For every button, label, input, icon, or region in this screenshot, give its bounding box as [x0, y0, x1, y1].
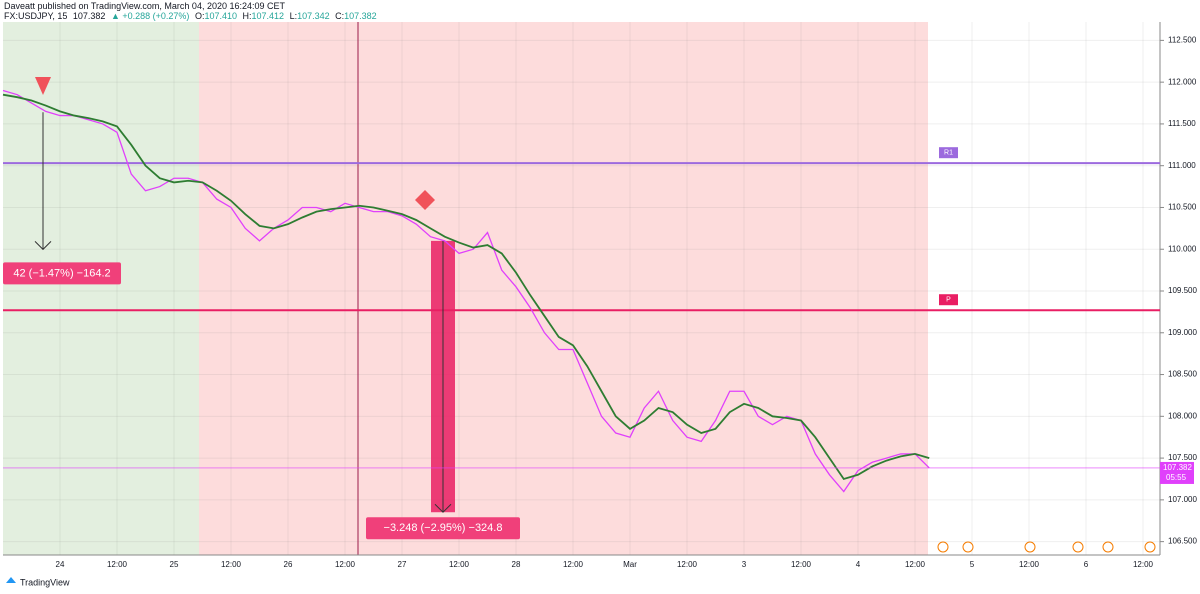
x-tick-label: 12:00 [791, 560, 812, 569]
x-tick-label: 25 [170, 560, 179, 569]
event-icons [937, 541, 1156, 553]
measure-label: −3.248 (−2.95%) −324.8 [384, 522, 503, 534]
signal-marker [415, 190, 435, 210]
logo [6, 577, 16, 583]
publisher: Daveatt published on TradingView.com, Ma… [4, 1, 286, 11]
measure-label: 42 (−1.47%) −164.2 [13, 267, 110, 279]
x-tick-label: 27 [398, 560, 407, 569]
y-tick-label: 107.000 [1168, 495, 1197, 504]
x-tick-label: 12:00 [563, 560, 584, 569]
last-price-badge [1160, 461, 1194, 484]
footer: TradingView [20, 577, 70, 587]
price-line [2, 93, 930, 481]
x-tick-label: 12:00 [107, 560, 128, 569]
x-tick-label: 6 [1084, 560, 1089, 569]
y-tick-label: 108.000 [1168, 411, 1197, 420]
last-price-label: 107.382 [1163, 463, 1192, 472]
close: 107.382 [344, 11, 377, 21]
x-tick-label: 5 [970, 560, 975, 569]
y-tick-label: 112.500 [1168, 35, 1197, 44]
x-tick-label: 12:00 [677, 560, 698, 569]
measure-label-bg [366, 517, 520, 540]
level-label: P [946, 297, 951, 304]
l-label: L: [289, 11, 298, 21]
price: 107.382 [72, 11, 106, 21]
y-tick-label: 110.000 [1168, 244, 1197, 253]
level-badge [939, 294, 958, 306]
y-tick-label: 112.000 [1168, 77, 1197, 86]
open: 107.410 [204, 11, 237, 21]
countdown: 05:55 [1166, 473, 1187, 482]
x-tick-label: 12:00 [905, 560, 926, 569]
change: ▲ +0.288 (+0.27%) [110, 11, 190, 21]
x-tick-label: 4 [856, 560, 861, 569]
grid [3, 22, 1160, 555]
x-tick-label: 12:00 [335, 560, 356, 569]
session-zone [3, 22, 199, 555]
signal-marker [35, 77, 51, 95]
y-tick-label: 108.500 [1168, 370, 1197, 379]
x-tick-label: 12:00 [449, 560, 470, 569]
high: 107.412 [251, 11, 285, 21]
o-label: O: [194, 11, 205, 21]
x-tick-label: 24 [56, 560, 65, 569]
arrow-head [434, 503, 452, 513]
x-tick-label: 12:00 [1019, 560, 1040, 569]
legend-row: FX:USDJPY, 15 107.382 ▲ +0.288 (+0.27%) … [4, 11, 380, 21]
y-tick-label: 111.000 [1168, 161, 1196, 170]
y-tick-label: 110.500 [1168, 203, 1197, 212]
arrow-head [34, 241, 52, 251]
y-tick-label: 107.500 [1168, 453, 1197, 462]
x-tick-label: 28 [512, 560, 521, 569]
y-tick-label: 109.000 [1168, 328, 1197, 337]
measure-label-bg [3, 262, 121, 285]
header: Daveatt published on TradingView.com, Ma… [4, 1, 380, 21]
y-tick-label: 106.500 [1168, 537, 1197, 546]
x-tick-label: 26 [284, 560, 293, 569]
x-tick-label: 12:00 [221, 560, 242, 569]
symbol: FX:USDJPY, 15 [4, 11, 68, 21]
y-tick-label: 109.500 [1168, 286, 1197, 295]
x-tick-label: 3 [742, 560, 747, 569]
y-tick-label: 111.500 [1168, 119, 1196, 128]
session-zone [199, 22, 928, 555]
low: 107.342 [297, 11, 330, 21]
x-tick-label: 12:00 [1133, 560, 1154, 569]
level-badge [939, 147, 958, 159]
price-line [2, 89, 930, 493]
h-label: H: [242, 11, 252, 21]
level-label: R1 [944, 150, 953, 157]
c-label: C: [335, 11, 345, 21]
x-tick-label: Mar [623, 560, 637, 569]
